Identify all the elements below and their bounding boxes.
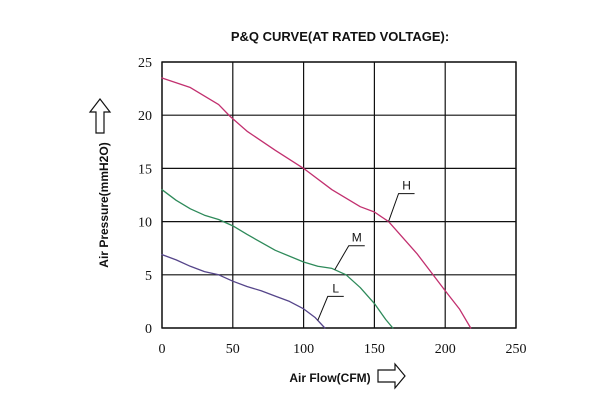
series-line-l xyxy=(161,253,326,329)
x-tick-label: 250 xyxy=(506,342,527,357)
y-tick-label: 0 xyxy=(145,322,152,337)
x-tick-label: 50 xyxy=(226,342,240,357)
series-line-m xyxy=(161,189,394,329)
x-tick-label: 100 xyxy=(293,342,314,357)
arrow-up-icon xyxy=(88,98,112,134)
plot-frame xyxy=(161,61,517,329)
x-axis-label: Air Flow(CFM) xyxy=(289,371,370,385)
series-label-h: H xyxy=(402,179,411,193)
arrow-right-icon xyxy=(377,362,406,390)
tick-labels: 0 50 100 150 200 250 0 5 10 15 20 25 xyxy=(138,56,527,357)
x-tick-label: 150 xyxy=(364,342,385,357)
chart-title: P&Q CURVE(AT RATED VOLTAGE): xyxy=(231,29,449,44)
y-tick-label: 10 xyxy=(138,216,152,231)
series-line-h xyxy=(161,77,472,329)
y-tick-label: 20 xyxy=(138,109,152,124)
series-leader-m xyxy=(334,245,365,270)
series-lines xyxy=(161,77,472,329)
x-tick-label: 200 xyxy=(435,342,456,357)
series-label-m: M xyxy=(352,231,362,245)
y-tick-label: 5 xyxy=(145,269,152,284)
y-axis-label: Air Pressure(mmH2O) xyxy=(97,142,111,267)
series-labels: H M L xyxy=(317,179,415,321)
series-label-l: L xyxy=(332,281,339,295)
y-tick-label: 25 xyxy=(138,56,152,71)
series-leader-l xyxy=(317,295,344,321)
y-tick-label: 15 xyxy=(138,162,152,177)
x-tick-label: 0 xyxy=(159,342,166,357)
series-leader-h xyxy=(388,193,415,222)
